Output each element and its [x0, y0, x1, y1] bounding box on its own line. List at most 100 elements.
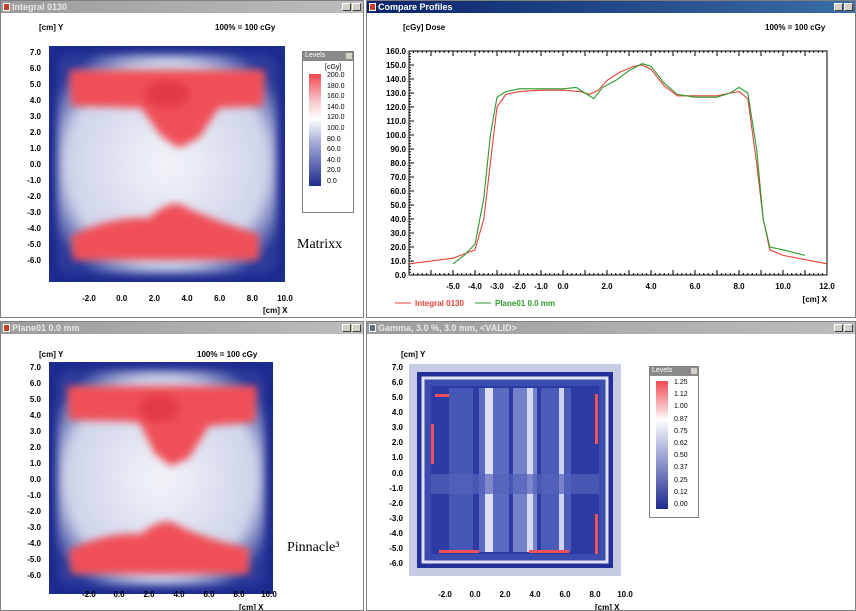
- gamma-legend[interactable]: Levels 1.25 1.12 1.00 0.87 0.75 0.62 0.50 0.37 0…: [649, 366, 699, 518]
- legend-value: 80.0: [327, 135, 341, 143]
- legend-value: 0.87: [674, 415, 688, 423]
- x-tick-label: -2.0: [438, 590, 452, 599]
- y-tick-label: 160.0: [386, 47, 407, 56]
- y-tick-label: 3.0: [391, 423, 403, 433]
- x-tick-label: 0.0: [469, 590, 481, 599]
- legend-value: 20.0: [327, 167, 341, 175]
- legend-close-icon[interactable]: [691, 368, 697, 374]
- x-tick-label: 4.0: [173, 590, 185, 599]
- minimize-button[interactable]: [342, 3, 351, 11]
- x-tick-label: 6.0: [689, 282, 701, 291]
- y-tick-label: 110.0: [386, 117, 406, 126]
- close-button[interactable]: [352, 3, 361, 11]
- y-axis-label: [cm] Y: [39, 23, 64, 32]
- plane-title: Plane01 0.0 mm: [12, 323, 80, 333]
- profile-scale-label: 100% = 100 cGy: [765, 23, 826, 32]
- gamma-title: Gamma, 3.0 %, 3.0 mm, <VALID>: [378, 323, 517, 333]
- gamma-titlebar[interactable]: Gamma, 3.0 %, 3.0 mm, <VALID>: [367, 322, 855, 334]
- legend-value: 40.0: [327, 156, 341, 164]
- legend-entry: Plane01 0.0 mm: [495, 299, 555, 308]
- gamma-map: [409, 364, 621, 576]
- y-axis-label: [cm] Y: [401, 350, 426, 359]
- legend-value: 160.0: [327, 93, 345, 101]
- dose-map: [49, 362, 273, 594]
- x-tick-label: 4.0: [529, 590, 541, 599]
- x-tick-label: 10.0: [261, 590, 277, 599]
- y-tick-label: 120.0: [386, 103, 407, 112]
- x-tick-label: 8.0: [233, 590, 245, 599]
- y-tick-label: 4.0: [29, 96, 41, 105]
- y-tick-label: -1.0: [27, 176, 41, 185]
- x-tick-label: 8.0: [246, 294, 258, 303]
- legend-value: 200.0: [327, 72, 345, 79]
- y-tick-label: -5.0: [389, 543, 403, 553]
- x-tick-label: 8.0: [589, 590, 601, 599]
- y-tick-label: 100.0: [386, 131, 407, 140]
- series-line-1: [452, 63, 806, 265]
- y-tick-label: -2.0: [389, 498, 403, 508]
- dose-legend[interactable]: Levels [cGy] 200.0 180.0 160.0 140.0 120.0 10…: [302, 51, 354, 213]
- scale-label: 100% = 100 cGy: [215, 23, 276, 32]
- gamma-field-graphic: [417, 372, 613, 568]
- y-tick-label: 20.0: [390, 243, 406, 252]
- x-tick-label: 12.0: [819, 282, 835, 291]
- minimize-button[interactable]: [834, 324, 843, 332]
- legend-value: 60.0: [327, 146, 341, 154]
- y-tick-label: 30.0: [390, 229, 406, 238]
- x-tick-label: 10.0: [617, 590, 633, 599]
- colorbar: [656, 381, 668, 509]
- plot-area: [408, 50, 828, 276]
- y-axis-label: [cm] Y: [39, 350, 64, 359]
- x-axis-label: [cm] X: [263, 306, 288, 315]
- y-tick-label: -2.0: [27, 192, 41, 201]
- minimize-button[interactable]: [342, 324, 351, 332]
- x-tick-label: 6.0: [203, 590, 215, 599]
- y-tick-label: 2.0: [29, 128, 41, 137]
- x-tick-label: 0.0: [113, 590, 125, 599]
- y-tick-label: -3.0: [389, 513, 403, 523]
- legend-value: 1.25: [674, 379, 688, 386]
- legend-title: Levels: [652, 367, 673, 374]
- x-tick-label: 8.0: [733, 282, 745, 291]
- y-tick-label: 0.0: [391, 468, 403, 478]
- x-tick-label: -2.0: [82, 590, 96, 599]
- profiles-titlebar[interactable]: Compare Profiles: [367, 1, 855, 13]
- close-button[interactable]: [844, 324, 853, 332]
- close-button[interactable]: [844, 3, 853, 11]
- minimize-button[interactable]: [834, 3, 843, 11]
- profiles-window: Compare Profiles [cGy] Dose 100% = 100 c…: [366, 0, 856, 318]
- y-tick-label: 0.0: [29, 475, 41, 484]
- close-button[interactable]: [352, 324, 361, 332]
- legend-title: Levels: [305, 52, 326, 59]
- y-tick-label: -3.0: [27, 523, 41, 532]
- legend-value: 1.00: [674, 403, 688, 411]
- y-tick-label: 80.0: [390, 159, 406, 168]
- integral-titlebar[interactable]: Integral 0130: [1, 1, 363, 13]
- legend-unit: [cGy]: [325, 64, 342, 71]
- y-tick-label: 6.0: [29, 379, 41, 388]
- y-tick-label: -6.0: [27, 256, 41, 265]
- y-tick-label: 1.0: [391, 453, 403, 463]
- legend-value: 0.62: [674, 440, 688, 447]
- window-icon: [369, 324, 376, 332]
- legend-value: 100.0: [327, 125, 345, 132]
- y-tick-label: 1.0: [29, 144, 41, 153]
- y-tick-label: 1.0: [29, 459, 41, 468]
- y-tick-label: 0.0: [395, 271, 407, 280]
- y-tick-label: 3.0: [29, 112, 41, 121]
- x-tick-label: 10.0: [277, 294, 293, 303]
- x-tick-label: -2.0: [82, 294, 96, 303]
- plane-titlebar[interactable]: Plane01 0.0 mm: [1, 322, 363, 334]
- y-tick-label: 130.0: [386, 89, 407, 98]
- y-tick-label: -3.0: [27, 208, 41, 217]
- y-tick-label: 10.0: [390, 257, 406, 266]
- y-tick-label: 60.0: [390, 187, 406, 196]
- y-tick-label: -6.0: [27, 571, 41, 580]
- legend-close-icon[interactable]: [346, 53, 352, 59]
- y-tick-label: 5.0: [391, 393, 403, 403]
- y-tick-label: 140.0: [386, 75, 407, 84]
- x-axis-label: [cm] X: [595, 603, 620, 611]
- x-axis-label: [cm] X: [239, 603, 264, 611]
- x-tick-label: 6.0: [559, 590, 571, 599]
- profiles-title: Compare Profiles: [378, 2, 453, 12]
